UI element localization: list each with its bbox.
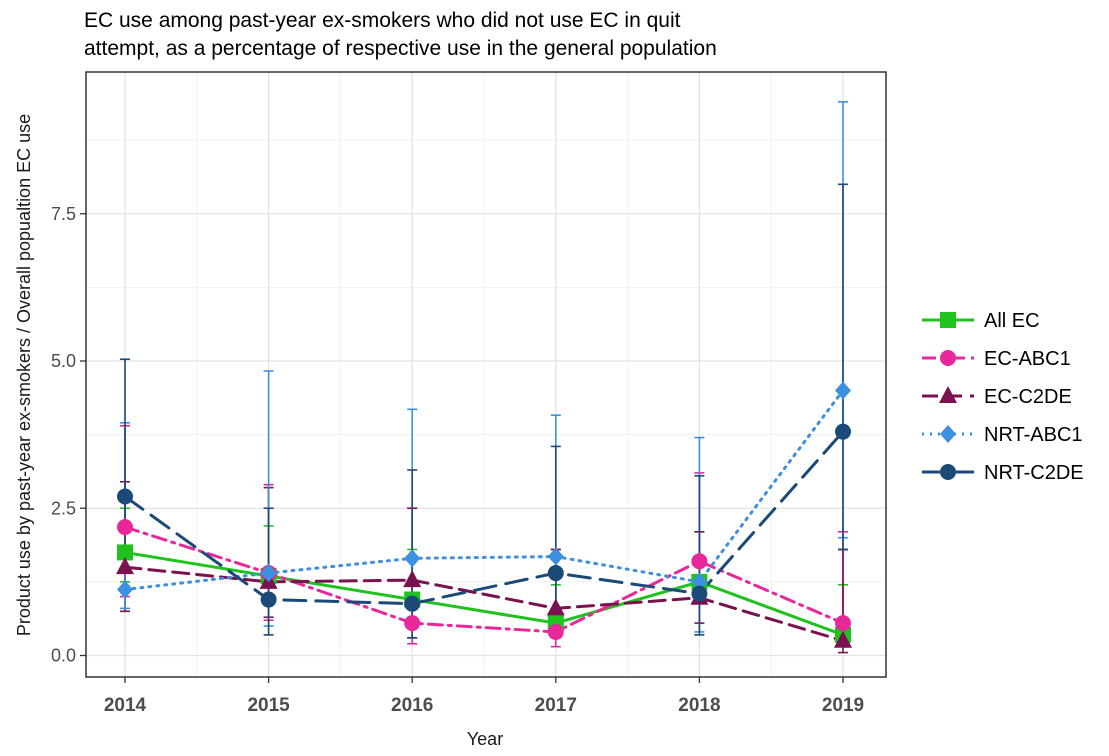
- legend-label: NRT-ABC1: [984, 424, 1083, 446]
- x-tick-label-2019: 2019: [822, 695, 864, 716]
- point-nrt-c2de-2017: [547, 565, 564, 582]
- point-all-ec-2014: [117, 544, 133, 561]
- point-ec-abc1-2017: [547, 623, 564, 640]
- legend-key-marker: [940, 425, 956, 443]
- y-tick-label-0.0: 0.0: [51, 646, 76, 666]
- x-tick-label-2015: 2015: [247, 695, 290, 716]
- point-nrt-c2de-2016: [404, 595, 421, 612]
- point-nrt-abc1-2015: [260, 564, 277, 583]
- point-ec-abc1-2016: [404, 615, 421, 632]
- point-ec-c2de-2016: [403, 570, 422, 588]
- plot-border: [85, 71, 887, 678]
- legend-label: EC-ABC1: [984, 348, 1071, 370]
- series-line-nrt-abc1: [123, 388, 845, 592]
- x-tick-label-2014: 2014: [104, 695, 147, 716]
- series-line-all-ec: [123, 550, 845, 637]
- point-ec-c2de-2014: [116, 557, 134, 575]
- y-tick-label-2.5: 2.5: [51, 498, 76, 518]
- point-nrt-abc1-2017: [547, 547, 564, 566]
- plot-panel: [86, 72, 886, 677]
- legend-item-ec-abc1: EC-ABC1: [922, 348, 1071, 370]
- point-nrt-abc1-2016: [404, 549, 421, 568]
- series-line-ec-abc1: [123, 525, 845, 634]
- point-nrt-abc1-2018: [691, 572, 708, 591]
- point-nrt-c2de-2015: [260, 591, 277, 608]
- point-nrt-c2de-2019: [835, 423, 851, 440]
- legend-key-marker: [939, 386, 957, 403]
- y-axis-title: Product use by past-year ex-smokers / Ov…: [14, 114, 34, 636]
- point-ec-c2de-2017: [546, 598, 565, 616]
- chart-title-line-2: attempt, as a percentage of respective u…: [84, 37, 717, 60]
- series-line-nrt-c2de: [123, 430, 845, 606]
- y-tick-label-7.5: 7.5: [51, 204, 76, 224]
- legend-key-marker: [940, 312, 956, 328]
- legend-item-nrt-abc1: NRT-ABC1: [922, 424, 1083, 446]
- legend-key-marker: [940, 464, 956, 480]
- legend: All EC EC-ABC1 EC-C2DE NRT-ABC1 NRT-C2DE: [922, 310, 1084, 484]
- y-tick-label-5.0: 5.0: [51, 351, 76, 371]
- x-axis-title: Year: [467, 729, 503, 749]
- point-nrt-abc1-2019: [835, 381, 851, 400]
- point-nrt-abc1-2014: [117, 580, 133, 599]
- x-tick-label-2017: 2017: [535, 695, 577, 716]
- chart-title-line-1: EC use among past-year ex-smokers who di…: [84, 9, 681, 32]
- point-nrt-c2de-2014: [117, 488, 133, 505]
- legend-item-ec-c2de: EC-C2DE: [922, 386, 1072, 408]
- legend-item-nrt-c2de: NRT-C2DE: [922, 462, 1084, 484]
- point-ec-abc1-2019: [835, 615, 851, 632]
- legend-label: NRT-C2DE: [984, 462, 1084, 484]
- legend-key-marker: [940, 350, 956, 366]
- x-tick-label-2018: 2018: [678, 695, 720, 716]
- legend-label: All EC: [984, 310, 1040, 332]
- legend-item-all-ec: All EC: [922, 310, 1040, 332]
- errorbar-nrt-c2de-2019: [838, 183, 848, 551]
- point-ec-abc1-2014: [117, 519, 133, 536]
- legend-label: EC-C2DE: [984, 386, 1072, 408]
- point-ec-c2de-2019: [834, 630, 852, 648]
- x-tick-label-2016: 2016: [391, 695, 433, 716]
- point-ec-abc1-2018: [691, 553, 708, 570]
- series-line-ec-c2de: [123, 565, 845, 643]
- point-nrt-c2de-2018: [691, 585, 708, 602]
